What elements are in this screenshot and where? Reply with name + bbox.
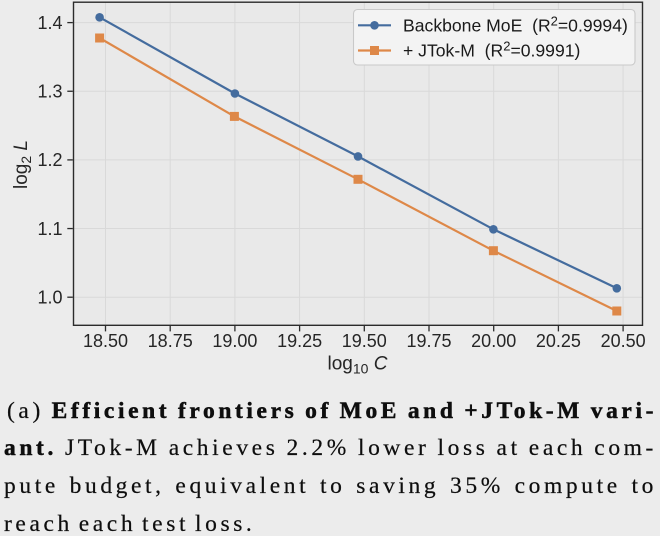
svg-text:18.75: 18.75 (148, 331, 193, 351)
svg-text:1.0: 1.0 (37, 288, 62, 308)
svg-text:19.25: 19.25 (277, 331, 322, 351)
svg-text:18.50: 18.50 (83, 331, 128, 351)
svg-text:Backbone MoE (R2=0.9994): Backbone MoE (R2=0.9994) (403, 13, 628, 35)
svg-text:19.00: 19.00 (212, 331, 257, 351)
svg-text:+ JTok-M (R2=0.9991): + JTok-M (R2=0.9991) (403, 39, 580, 61)
svg-text:1.1: 1.1 (37, 219, 62, 239)
svg-text:19.50: 19.50 (342, 331, 387, 351)
svg-text:20.25: 20.25 (536, 331, 581, 351)
svg-text:1.4: 1.4 (37, 13, 62, 33)
svg-text:1.3: 1.3 (37, 82, 62, 102)
svg-text:20.50: 20.50 (601, 331, 646, 351)
svg-text:log10 C: log10 C (328, 354, 388, 377)
svg-text:log2 L: log2 L (11, 140, 34, 189)
svg-text:1.2: 1.2 (37, 150, 62, 170)
svg-text:19.75: 19.75 (406, 331, 451, 351)
svg-text:20.00: 20.00 (471, 331, 516, 351)
